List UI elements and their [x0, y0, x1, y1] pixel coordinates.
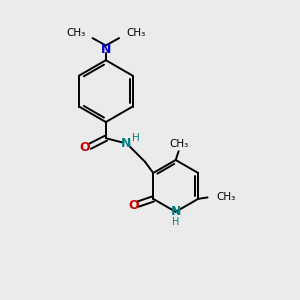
Text: CH₃: CH₃ [216, 192, 236, 203]
Text: N: N [170, 205, 181, 218]
Text: O: O [128, 199, 139, 212]
Text: CH₃: CH₃ [66, 28, 85, 38]
Text: N: N [121, 137, 131, 150]
Text: N: N [100, 43, 111, 56]
Text: CH₃: CH₃ [126, 28, 146, 38]
Text: H: H [132, 133, 140, 142]
Text: CH₃: CH₃ [169, 139, 188, 149]
Text: O: O [79, 141, 90, 154]
Text: H: H [172, 217, 179, 226]
